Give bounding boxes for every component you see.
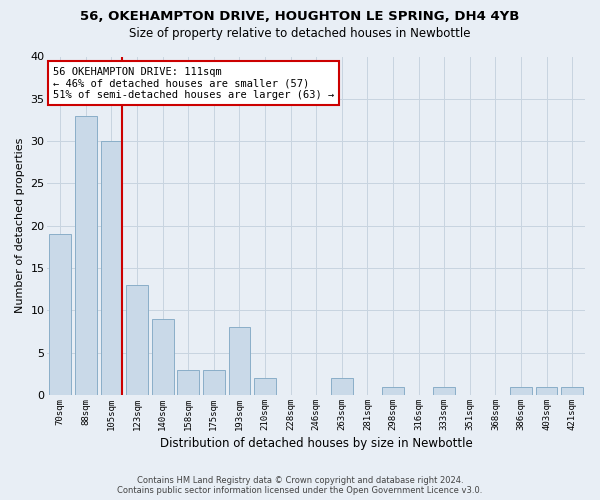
Bar (510, 386, 532, 395)
Bar (536, 386, 557, 395)
Bar (152, 319, 173, 395)
Bar (126, 285, 148, 395)
Bar (229, 328, 250, 395)
Bar (75, 116, 97, 395)
Text: Contains HM Land Registry data © Crown copyright and database right 2024.
Contai: Contains HM Land Registry data © Crown c… (118, 476, 482, 495)
Text: 56 OKEHAMPTON DRIVE: 111sqm
← 46% of detached houses are smaller (57)
51% of sem: 56 OKEHAMPTON DRIVE: 111sqm ← 46% of det… (53, 66, 334, 100)
Bar (331, 378, 353, 395)
Bar (254, 378, 276, 395)
Text: Size of property relative to detached houses in Newbottle: Size of property relative to detached ho… (129, 28, 471, 40)
Bar (562, 386, 583, 395)
Bar (101, 141, 122, 395)
Bar (203, 370, 225, 395)
Bar (433, 386, 455, 395)
Text: 56, OKEHAMPTON DRIVE, HOUGHTON LE SPRING, DH4 4YB: 56, OKEHAMPTON DRIVE, HOUGHTON LE SPRING… (80, 10, 520, 23)
Bar (49, 234, 71, 395)
X-axis label: Distribution of detached houses by size in Newbottle: Distribution of detached houses by size … (160, 437, 473, 450)
Y-axis label: Number of detached properties: Number of detached properties (15, 138, 25, 314)
Bar (382, 386, 404, 395)
Bar (178, 370, 199, 395)
